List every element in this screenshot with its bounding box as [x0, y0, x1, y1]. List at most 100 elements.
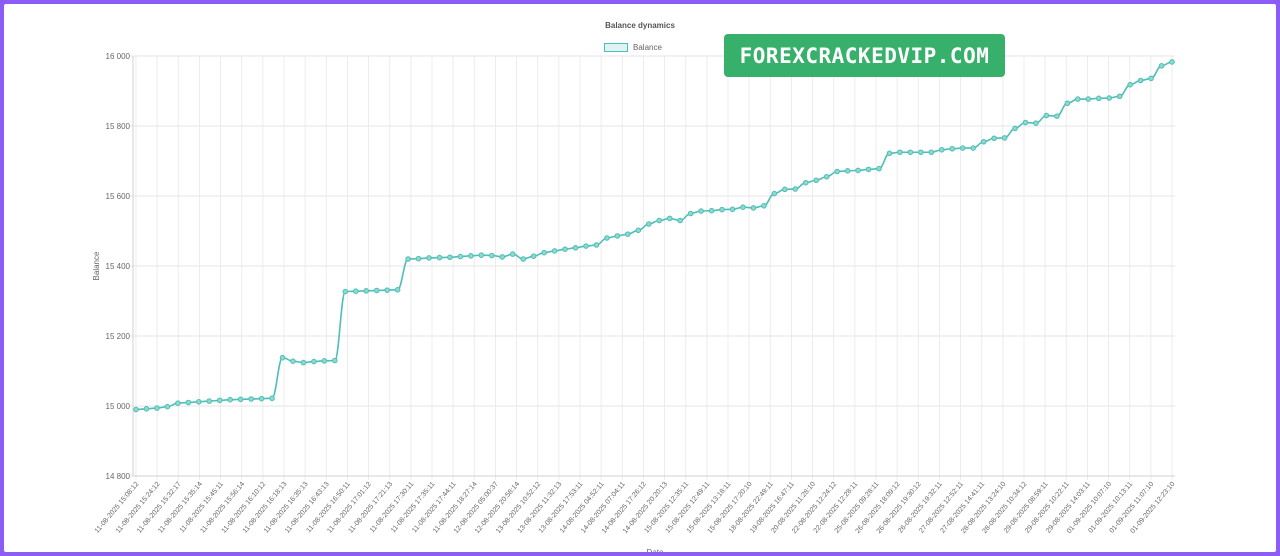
y-tick-label: 15 600 — [106, 192, 131, 201]
balance-point — [771, 190, 778, 197]
balance-point — [813, 177, 820, 184]
balance-point — [352, 288, 359, 295]
balance-point — [970, 145, 976, 151]
balance-point — [1116, 93, 1123, 100]
balance-point — [1095, 95, 1102, 102]
balance-point — [865, 166, 872, 173]
balance-point — [1158, 63, 1165, 69]
balance-point — [436, 254, 443, 261]
chart-panel: Balance dynamics Balance 16 000 15 800 15 … — [4, 4, 1276, 552]
balance-point — [143, 406, 150, 412]
balance-point — [520, 256, 526, 262]
y-tick-label: 15 400 — [106, 262, 131, 271]
balance-line — [135, 61, 1173, 411]
balance-point — [666, 215, 673, 222]
balance-point — [447, 254, 453, 261]
balance-point — [227, 396, 233, 403]
balance-point — [761, 203, 767, 209]
y-axis-title: Balance — [92, 251, 101, 280]
balance-point — [279, 354, 286, 361]
balance-point — [133, 406, 139, 413]
balance-point — [332, 357, 338, 364]
balance-point — [1137, 77, 1144, 84]
balance-point — [614, 233, 621, 239]
balance-point — [604, 235, 610, 241]
balance-point — [363, 288, 370, 294]
balance-point — [499, 254, 506, 260]
balance-point — [1022, 119, 1029, 126]
balance-point — [551, 248, 558, 254]
balance-point — [980, 138, 987, 145]
balance-point — [415, 255, 422, 262]
balance-point — [248, 396, 254, 402]
y-tick-label: 15 800 — [106, 122, 131, 131]
balance-point — [834, 168, 840, 175]
balance-point — [530, 253, 537, 259]
balance-point — [290, 358, 296, 365]
balance-point — [708, 207, 715, 214]
balance-point — [949, 145, 956, 152]
balance-point — [876, 165, 882, 172]
balance-point — [1106, 95, 1113, 101]
balance-point — [258, 395, 265, 402]
balance-point — [572, 245, 579, 251]
balance-point — [175, 400, 181, 407]
balance-point — [1085, 96, 1092, 102]
balance-point — [698, 208, 704, 214]
balance-point — [488, 252, 495, 259]
balance-point — [206, 398, 213, 404]
y-tick-label: 16 000 — [106, 52, 131, 61]
balance-point — [164, 403, 171, 410]
balance-point — [237, 396, 244, 403]
balance-point — [269, 395, 275, 402]
chart-legend[interactable]: Balance — [604, 41, 662, 53]
balance-point — [938, 147, 945, 153]
balance-point — [405, 256, 411, 262]
watermark-logo: FOREXCRACKEDVIP.COM — [724, 34, 1005, 77]
balance-point — [195, 399, 202, 405]
x-tick-label: 01-09-2025 12:23:10 — [1129, 481, 1176, 535]
balance-point — [645, 221, 652, 227]
balance-point — [886, 150, 893, 157]
balance-point — [216, 397, 223, 404]
balance-point — [928, 149, 935, 156]
balance-point — [1127, 81, 1133, 88]
balance-point — [844, 168, 851, 174]
balance-point — [342, 288, 349, 295]
balance-point — [897, 149, 903, 156]
balance-point — [855, 167, 861, 174]
balance-point — [321, 358, 328, 364]
balance-point — [740, 204, 746, 210]
balance-point — [656, 217, 663, 224]
balance-point — [311, 358, 317, 365]
balance-point — [792, 186, 799, 192]
balance-point — [750, 205, 757, 211]
chart-title: Balance dynamics — [605, 21, 675, 30]
balance-point — [478, 252, 485, 258]
balance-point — [918, 149, 924, 156]
balance-point — [541, 249, 547, 256]
balance-point — [394, 287, 401, 293]
x-axis-title: Date — [647, 548, 664, 552]
balance-point — [300, 359, 307, 366]
balance-point — [719, 206, 725, 213]
balance-point — [509, 251, 516, 257]
balance-point — [468, 253, 474, 259]
balance-point — [562, 246, 568, 252]
balance-point — [687, 210, 694, 217]
balance-point — [1054, 113, 1060, 119]
legend-label: Balance — [633, 42, 662, 52]
balance-point — [373, 287, 380, 294]
balance-point — [583, 243, 589, 249]
balance-point — [907, 149, 914, 156]
balance-point — [625, 231, 631, 237]
balance-point — [384, 287, 390, 293]
balance-point — [185, 399, 192, 406]
balance-point — [457, 253, 464, 260]
balance-point — [1033, 120, 1039, 126]
balance-point — [782, 186, 788, 193]
balance-point — [823, 173, 830, 180]
balance-point — [635, 227, 642, 234]
balance-point — [677, 217, 683, 224]
balance-point — [729, 206, 736, 213]
